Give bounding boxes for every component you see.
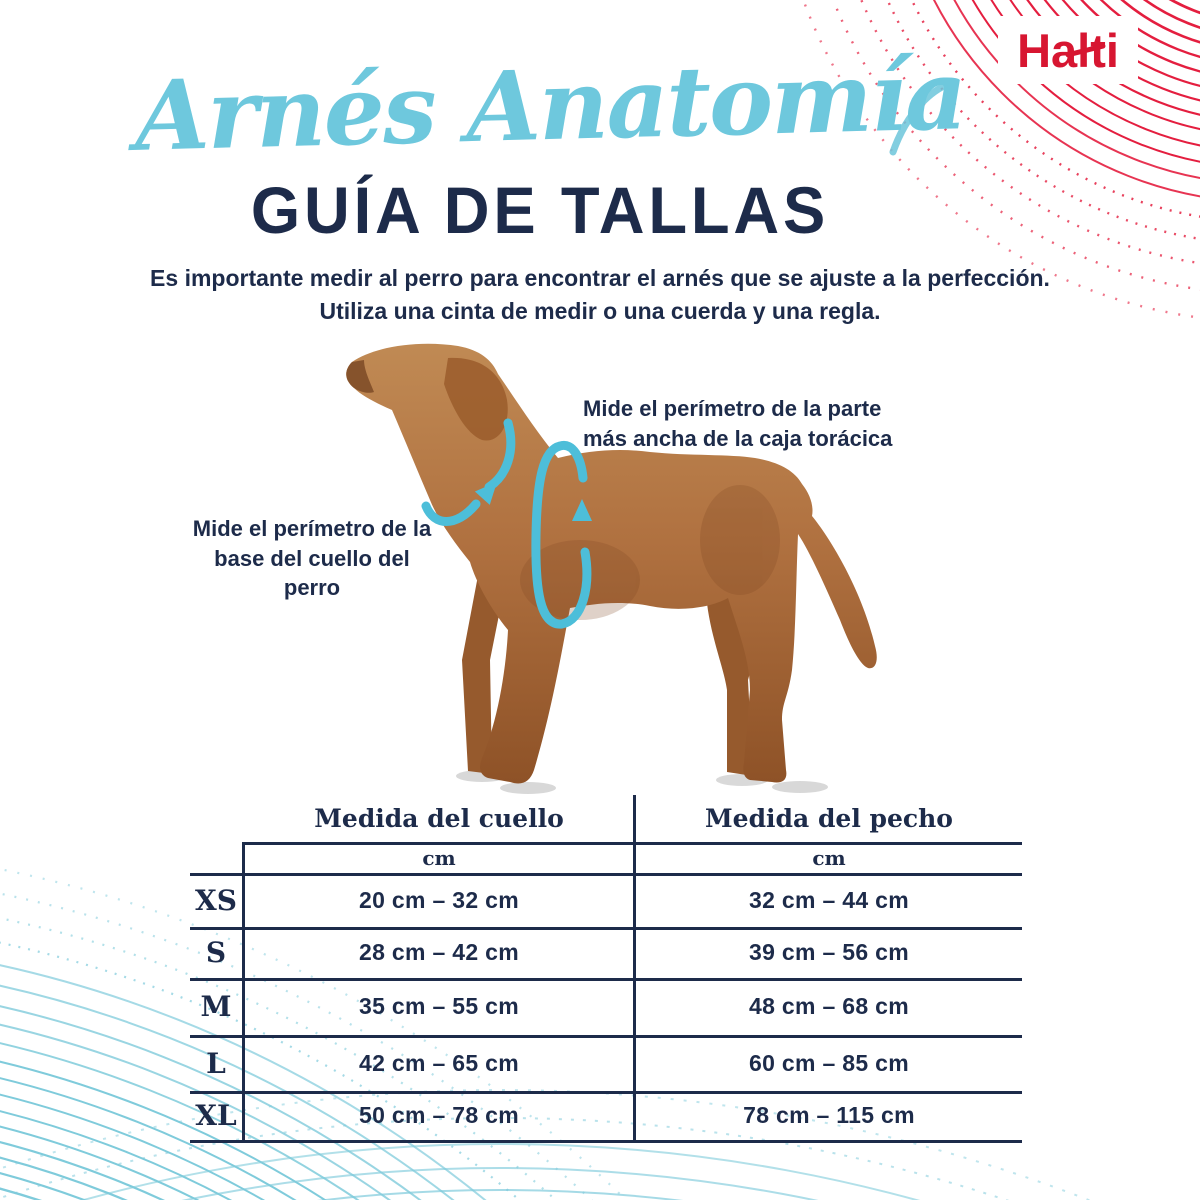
table-line-bottom: [190, 1140, 1022, 1143]
table-line-under-units: [190, 873, 1022, 876]
table-line-under-m: [190, 1035, 1022, 1038]
chest-measure-arrow-icon: [531, 440, 592, 629]
chest-value-xl: 78 cm – 115 cm: [743, 1102, 915, 1128]
dog-illustration: [346, 343, 877, 794]
intro-text: Es importante medir al perro para encont…: [100, 262, 1100, 327]
dog-shading: [520, 485, 780, 620]
chest-value-m: 48 cm – 68 cm: [749, 993, 909, 1019]
page-title-script: Arnés Anatomía: [133, 38, 967, 173]
chest-value-s: 39 cm – 56 cm: [749, 939, 909, 965]
neck-measure-arrow-icon: [421, 418, 516, 526]
size-label-l: L: [206, 1046, 226, 1080]
table-left-border: [242, 842, 245, 1143]
neck-note-line-1: Mide el perímetro de la: [192, 516, 432, 541]
table-line-under-s: [190, 978, 1022, 981]
dog-ear: [444, 357, 508, 441]
neck-value-xl: 50 cm – 78 cm: [359, 1102, 519, 1128]
neck-value-s: 28 cm – 42 cm: [359, 939, 519, 965]
size-table: Medida del cuello Medida del pecho cm cm…: [190, 795, 1022, 1143]
neck-measure-note: Mide el perímetro de la base del cuello …: [184, 514, 440, 603]
halti-logo-label: Halti: [1017, 23, 1119, 77]
size-label-xl: XL: [195, 1099, 237, 1132]
halti-logo: Halti: [998, 16, 1138, 84]
chest-note-line-2: más ancha de la caja torácica: [583, 425, 893, 451]
unit-neck: cm: [422, 845, 456, 870]
table-line-under-l: [190, 1091, 1022, 1094]
table-line-under-headers: [242, 842, 1022, 845]
size-label-m: M: [200, 990, 232, 1023]
neck-value-l: 42 cm – 65 cm: [359, 1049, 519, 1076]
dog-nose: [346, 360, 374, 393]
dog-body: [346, 343, 877, 784]
unit-chest: cm: [812, 845, 846, 870]
column-header-chest: Medida del pecho: [705, 804, 953, 833]
chest-value-l: 60 cm – 85 cm: [749, 1049, 909, 1076]
intro-line-1: Es importante medir al perro para encont…: [150, 265, 1050, 291]
size-label-s: S: [205, 936, 227, 969]
column-header-neck: Medida del cuello: [314, 804, 564, 833]
neck-note-line-2: base del cuello del perro: [214, 545, 410, 601]
size-label-xs: XS: [195, 883, 237, 917]
halti-logo-text: Halti: [1017, 27, 1119, 74]
chest-measure-note: Mide el perímetro de la parte más ancha …: [583, 394, 913, 453]
chest-note-line-1: Mide el perímetro de la parte: [583, 396, 882, 421]
neck-value-xs: 20 cm – 32 cm: [359, 886, 519, 913]
chest-value-xs: 32 cm – 44 cm: [749, 886, 909, 913]
neck-value-m: 35 cm – 55 cm: [359, 993, 519, 1019]
table-line-under-xs: [190, 927, 1022, 930]
table-divider-vertical: [633, 795, 636, 1143]
intro-line-2: Utiliza una cinta de medir o una cuerda …: [319, 297, 881, 324]
page-title: GUÍA DE TALLAS: [250, 173, 830, 247]
